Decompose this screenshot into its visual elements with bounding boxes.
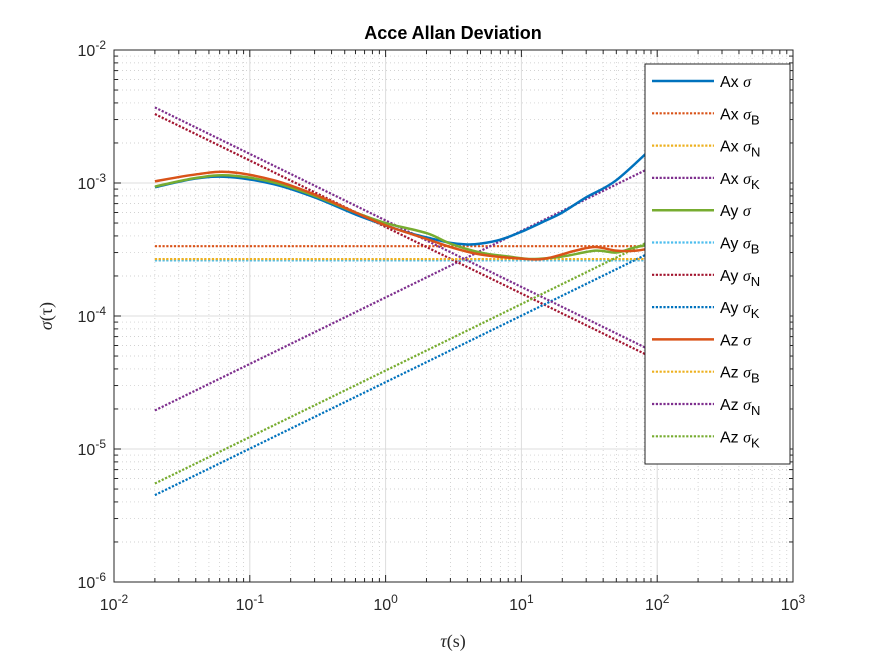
- x-tick-label: 100: [373, 592, 398, 614]
- legend-entry: Ax σK: [720, 171, 760, 192]
- series-line-az-sigma-n: [154, 106, 658, 355]
- y-axis-label: σ(τ): [36, 302, 57, 330]
- legend-entry: Ax σB: [720, 106, 760, 127]
- chart-title: Acce Allan Deviation: [364, 23, 541, 43]
- y-axis-symbol: σ: [36, 320, 56, 330]
- series-line-az-sigma: [154, 170, 658, 261]
- x-axis-symbol: τ: [440, 631, 447, 651]
- y-axis-arg: (τ): [36, 302, 57, 321]
- x-tick-label: 10-2: [100, 592, 129, 614]
- series-line-ax-sigma-k: [154, 163, 658, 412]
- legend: Ax σ Ax σB Ax σN Ax σK Ay σ Ay σB Ay σN Ay σK Az…: [644, 63, 791, 465]
- legend-entry: Ax σ: [720, 74, 752, 91]
- series-line-ay-sigma-n: [154, 113, 658, 361]
- legend-entry: Ax σN: [720, 139, 760, 160]
- legend-entry: Ay σN: [720, 268, 760, 289]
- legend-entry: Ay σ: [720, 203, 752, 220]
- series-layer: [154, 106, 659, 497]
- legend-box: [644, 63, 791, 465]
- x-axis-unit: (s): [447, 631, 466, 652]
- series-line-az-sigma-k: [154, 236, 658, 485]
- legend-entry: Az σ: [720, 332, 752, 349]
- x-tick-label: 102: [645, 592, 670, 614]
- y-tick-label: 10-3: [78, 171, 107, 193]
- y-tick-label: 10-4: [78, 304, 107, 326]
- series-line-ay-sigma: [154, 174, 658, 261]
- y-tick-label: 10-6: [78, 570, 107, 592]
- x-tick-label: 10-1: [236, 592, 265, 614]
- axis-ticks: [113, 49, 794, 583]
- x-tick-label: 101: [509, 592, 534, 614]
- y-tick-label: 10-5: [78, 437, 107, 459]
- legend-entry: Az σK: [720, 429, 760, 450]
- legend-entry: Ay σB: [720, 236, 759, 257]
- x-tick-labels: 10-2 10-1 100 101 102 103: [100, 592, 806, 614]
- legend-entry: Ay σK: [720, 300, 760, 321]
- x-axis-label: τ(s): [440, 631, 465, 652]
- x-tick-label: 103: [781, 592, 806, 614]
- legend-entry: Az σN: [720, 397, 760, 418]
- y-tick-labels: 10-6 10-5 10-4 10-3 10-2: [78, 38, 107, 592]
- y-tick-label: 10-2: [78, 38, 107, 60]
- legend-entry: Az σB: [720, 365, 760, 386]
- series-line-ay-sigma-k: [154, 248, 658, 497]
